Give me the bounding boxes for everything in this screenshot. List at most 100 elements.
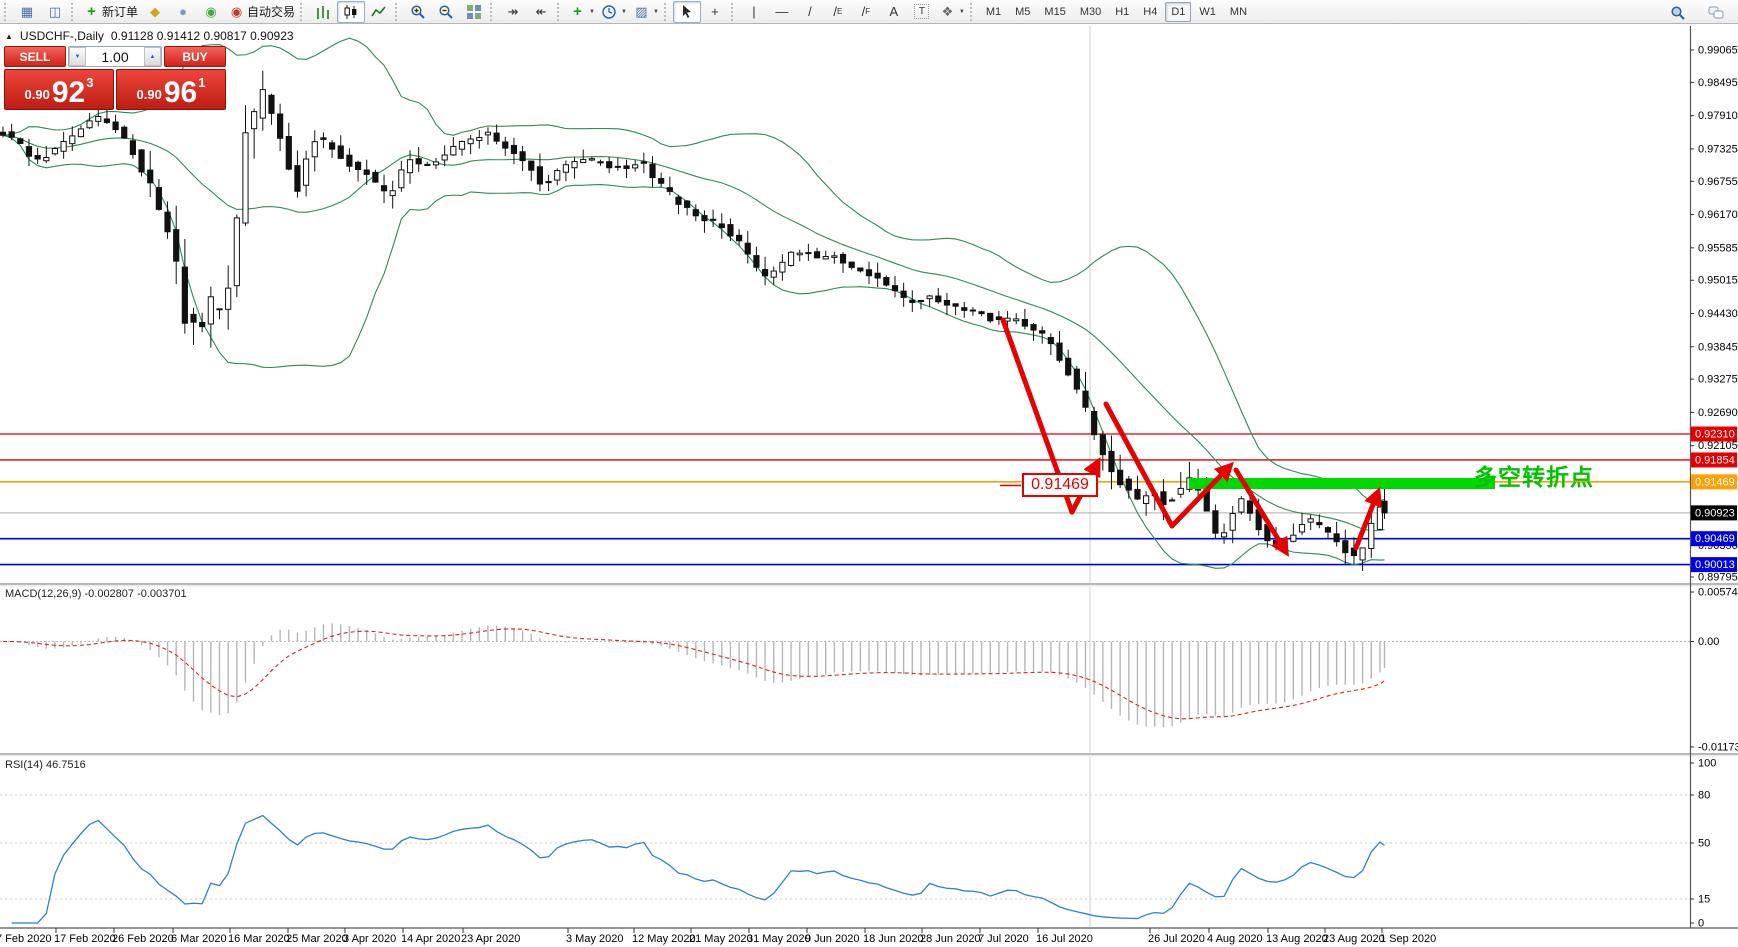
- chat-button[interactable]: [1702, 2, 1730, 24]
- timeframe-h1-button[interactable]: H1: [1115, 5, 1130, 18]
- fibonacci-button[interactable]: / F: [852, 1, 880, 23]
- search-button[interactable]: [1664, 2, 1692, 24]
- text-icon: A: [889, 3, 899, 19]
- experts-button[interactable]: ◆: [141, 1, 169, 23]
- buy-button[interactable]: BUY: [164, 46, 226, 67]
- svg-text:0.92310: 0.92310: [1695, 429, 1735, 441]
- price-badge: [1691, 531, 1737, 547]
- cursor-button[interactable]: [672, 0, 701, 23]
- sell-button[interactable]: SELL: [4, 46, 66, 67]
- timeframe-h4-button[interactable]: H4: [1143, 5, 1158, 18]
- community-button[interactable]: ●: [169, 1, 197, 23]
- community-icon: ●: [179, 3, 187, 19]
- indicators-icon: +: [573, 2, 582, 20]
- price-axis[interactable]: 0.99065 0.98495 0.97910 0.97325 0.96755 0.961…: [1690, 45, 1738, 584]
- sell-price-prefix: 0.90: [24, 87, 50, 102]
- volume-increase-button[interactable]: ▲: [144, 47, 161, 66]
- one-click-trading-panel: SELL ▼ 1.00 ▲ BUY 0.90 92 3 0.90 96 1: [4, 46, 226, 110]
- label-button[interactable]: T: [908, 1, 936, 23]
- timeframe-m30-button[interactable]: M30: [1079, 5, 1102, 18]
- bollinger-band-line[interactable]: [2, 37, 1385, 503]
- line-chart-button[interactable]: [365, 1, 393, 23]
- crosshair-button[interactable]: +: [701, 1, 729, 23]
- timeframe-d1-button[interactable]: D1: [1165, 1, 1192, 22]
- svg-text:0.90923: 0.90923: [1695, 507, 1735, 519]
- indicators-button[interactable]: + ▼: [566, 1, 598, 23]
- dropdown-caret-icon[interactable]: ▼: [589, 8, 595, 15]
- h-line-icon: —: [775, 3, 789, 19]
- trend-arrow[interactable]: [1233, 467, 1289, 557]
- svg-text:0.90013: 0.90013: [1695, 559, 1735, 571]
- shapes-button[interactable]: ❖ ▼: [936, 1, 968, 23]
- trendline-button[interactable]: /: [796, 1, 824, 23]
- trend-arrow[interactable]: [1353, 486, 1382, 551]
- chart-shift-icon: ↞: [535, 3, 547, 19]
- zoom-in-button[interactable]: [404, 1, 432, 23]
- svg-text:0.95015: 0.95015: [1698, 275, 1738, 287]
- vertical-line-button[interactable]: |: [740, 1, 768, 23]
- price-badge: [1691, 452, 1737, 468]
- candle-chart-button[interactable]: [337, 0, 366, 23]
- svg-text:1 Sep 2020: 1 Sep 2020: [1380, 933, 1436, 945]
- zoom-out-button[interactable]: [432, 1, 460, 23]
- volume-input[interactable]: 1.00: [101, 48, 129, 65]
- trend-arrow[interactable]: [1169, 461, 1234, 529]
- svg-text:25 Mar 2020: 25 Mar 2020: [286, 933, 348, 945]
- volume-decrease-button[interactable]: ▼: [69, 47, 86, 66]
- channel-button[interactable]: / E: [824, 1, 852, 23]
- dropdown-caret-icon[interactable]: ▼: [958, 8, 965, 15]
- bar-chart-button[interactable]: [309, 1, 337, 23]
- timeframe-m1-button[interactable]: M1: [985, 5, 1002, 18]
- template-icon: ▨: [635, 3, 648, 19]
- autotrading-button[interactable]: ◉ 自动交易: [225, 1, 298, 23]
- bollinger-band-line[interactable]: [2, 134, 1385, 569]
- label-icon: T: [914, 4, 930, 19]
- profiles-button[interactable]: ◫: [41, 1, 69, 23]
- timeframe-w1-button[interactable]: W1: [1199, 5, 1216, 18]
- candles-icon: [343, 4, 360, 20]
- svg-text:0.92105: 0.92105: [1698, 440, 1738, 452]
- green-highlight-bar[interactable]: [1189, 478, 1495, 489]
- svg-text:14 Apr 2020: 14 Apr 2020: [401, 933, 460, 945]
- svg-text:15: 15: [1698, 894, 1710, 906]
- price-annotation-label[interactable]: 0.91469: [1022, 473, 1098, 497]
- autotrading-button-label: 自动交易: [247, 5, 296, 19]
- buy-price-prefix: 0.90: [136, 87, 162, 102]
- new-order-button[interactable]: + 新订单: [80, 1, 141, 23]
- volume-control: ▼ 1.00 ▲: [68, 46, 162, 67]
- svg-text:-0.011738: -0.011738: [1698, 741, 1738, 753]
- new-chart-button[interactable]: ▦: [13, 1, 41, 23]
- tile-windows-button[interactable]: [460, 1, 488, 23]
- rsi-line: [11, 814, 1385, 924]
- sell-price-main: 92: [51, 76, 86, 109]
- chart-shift-button[interactable]: ↞: [527, 1, 555, 23]
- timeframe-m5-button[interactable]: M5: [1015, 5, 1031, 18]
- channel-icon: / E: [833, 3, 843, 19]
- svg-text:0.00: 0.00: [1698, 636, 1719, 648]
- text-button[interactable]: A: [880, 1, 908, 23]
- bollinger-band-line[interactable]: [2, 134, 1385, 532]
- v-line-icon: |: [752, 3, 756, 19]
- templates-button[interactable]: ▨ ▼: [630, 1, 662, 23]
- macd-values: -0.002807 -0.003701: [84, 588, 187, 600]
- signals-icon: ◉: [205, 3, 217, 19]
- timeframe-mn-button[interactable]: MN: [1229, 5, 1248, 18]
- horizontal-line-button[interactable]: —: [768, 1, 796, 23]
- dropdown-caret-icon[interactable]: ▼: [620, 8, 627, 15]
- trend-arrow[interactable]: [1103, 401, 1175, 529]
- sell-price-panel[interactable]: 0.90 92 3: [4, 69, 114, 110]
- timeframe-m15-button[interactable]: M15: [1044, 5, 1066, 18]
- svg-text:3 May 2020: 3 May 2020: [566, 933, 623, 945]
- auto-scroll-button[interactable]: ↠: [499, 1, 527, 23]
- search-icon: [1670, 5, 1687, 21]
- signals-button[interactable]: ◉: [197, 1, 225, 23]
- svg-text:0.92690: 0.92690: [1698, 407, 1738, 419]
- dropdown-caret-icon[interactable]: ▼: [652, 8, 659, 15]
- svg-text:23 Aug 2020: 23 Aug 2020: [1323, 933, 1385, 945]
- collapse-panel-icon[interactable]: ▲: [5, 31, 13, 41]
- buy-price-panel[interactable]: 0.90 96 1: [116, 69, 226, 110]
- periods-button[interactable]: ▼: [598, 1, 630, 23]
